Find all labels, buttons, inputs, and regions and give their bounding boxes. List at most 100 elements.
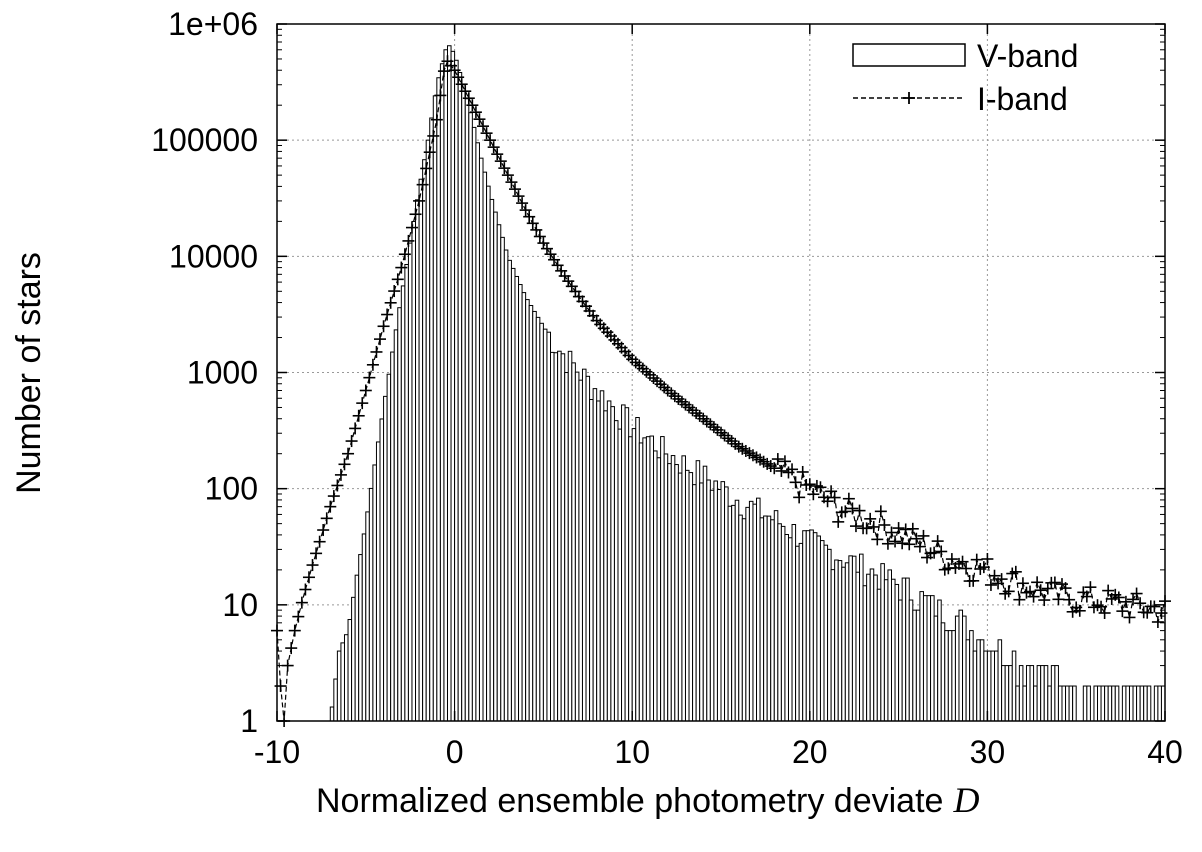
i-band-point: [384, 296, 397, 309]
i-band-point: [494, 155, 507, 168]
v-band-bar: [564, 372, 569, 722]
v-band-bar: [752, 503, 758, 722]
i-band-point: [1048, 576, 1061, 589]
i-band-point: [917, 529, 930, 542]
i-band-point: [896, 537, 909, 550]
i-band-point: [793, 491, 806, 504]
v-band-bar: [432, 95, 438, 722]
y-tick-label: 1000: [187, 355, 258, 391]
i-band-point: [338, 458, 351, 471]
i-band-point: [803, 478, 816, 491]
v-band-bar: [1015, 685, 1020, 722]
i-band-point: [945, 553, 958, 566]
i-band-point: [842, 492, 855, 505]
i-band-point: [519, 204, 532, 217]
i-band-point: [359, 384, 372, 397]
i-band-point: [342, 447, 355, 460]
v-band-bar: [1040, 665, 1045, 722]
i-band-point: [906, 522, 919, 535]
v-band-bar: [1143, 685, 1148, 722]
v-band-bar: [763, 515, 768, 722]
v-band-bar: [557, 350, 562, 722]
v-band-bar: [674, 464, 679, 722]
v-band-bar: [731, 504, 736, 722]
v-band-bar: [471, 126, 477, 722]
i-band-point: [508, 183, 521, 196]
v-band-bar: [912, 609, 917, 722]
i-band-point: [1031, 576, 1044, 589]
v-band-bar: [493, 211, 498, 722]
i-band-point: [402, 234, 415, 247]
v-band-bar: [443, 49, 448, 722]
i-band-point: [789, 476, 802, 489]
v-band-bar: [784, 534, 789, 722]
v-band-bar: [503, 249, 509, 722]
x-tick-label: 30: [970, 734, 1006, 770]
i-band-point: [956, 555, 969, 568]
v-band-bar: [851, 555, 857, 722]
i-band-point: [505, 176, 518, 189]
v-band-bar: [837, 560, 843, 722]
i-band-point: [512, 190, 525, 203]
v-band-bar: [368, 487, 374, 722]
y-tick-labels: 1 10 100 1000 10000 100000 1e+06: [151, 6, 258, 739]
v-band-bar: [745, 506, 750, 722]
v-band-bar: [930, 595, 935, 722]
legend-i-band-marker: [903, 92, 915, 104]
v-band-bar: [986, 650, 992, 722]
v-band-bar: [599, 390, 605, 722]
v-band-bar: [628, 436, 633, 722]
i-band-point: [970, 553, 983, 566]
i-band-point: [1016, 577, 1029, 590]
v-band-bar: [759, 517, 765, 722]
i-band-point: [423, 146, 436, 159]
i-band-point: [1073, 604, 1086, 617]
i-band-point: [516, 197, 529, 210]
v-band-bar: [1050, 665, 1056, 722]
v-band-bar: [791, 524, 797, 722]
v-band-bar: [340, 642, 345, 722]
v-band-bar: [585, 375, 591, 722]
i-band-point: [786, 463, 799, 476]
i-band-point: [437, 65, 450, 78]
v-band-bar: [1011, 650, 1017, 722]
i-band-point: [310, 547, 323, 560]
i-band-point: [434, 89, 447, 102]
i-band-point: [327, 490, 340, 503]
v-band-bar: [940, 622, 946, 722]
v-band-bar: [663, 453, 669, 722]
i-band-point: [1141, 606, 1154, 619]
i-band-point: [913, 540, 926, 553]
i-band-point: [377, 320, 390, 333]
v-band-bar: [1111, 685, 1116, 722]
v-band-bar: [812, 532, 818, 722]
i-band-point: [1034, 584, 1047, 597]
i-band-point: [1098, 607, 1111, 620]
v-band-bar: [670, 455, 676, 722]
v-band-bar: [532, 310, 537, 722]
v-band-bar: [496, 224, 502, 722]
i-band-point: [295, 596, 308, 609]
v-band-bar: [361, 533, 367, 722]
i-band-point: [981, 553, 994, 566]
i-band-point: [1102, 584, 1115, 597]
i-band-point: [398, 248, 411, 261]
v-band-bar: [510, 267, 516, 722]
v-band-bar: [1004, 665, 1010, 722]
v-band-bar: [873, 574, 878, 722]
v-band-bar: [1072, 685, 1077, 722]
i-band-point: [491, 148, 504, 161]
i-band-point: [288, 624, 301, 637]
v-band-bar: [1033, 685, 1038, 722]
i-band-point: [828, 491, 841, 504]
v-band-bar: [699, 482, 704, 722]
v-band-bar: [802, 530, 807, 722]
v-band-bar: [681, 455, 686, 722]
v-band-bar: [1001, 665, 1006, 722]
v-band-bar: [638, 442, 644, 722]
v-band-bar: [624, 407, 630, 722]
i-band-point: [768, 462, 781, 475]
v-band-bar: [457, 72, 463, 722]
v-band-bar: [954, 615, 960, 722]
i-band-line: [276, 59, 1166, 722]
